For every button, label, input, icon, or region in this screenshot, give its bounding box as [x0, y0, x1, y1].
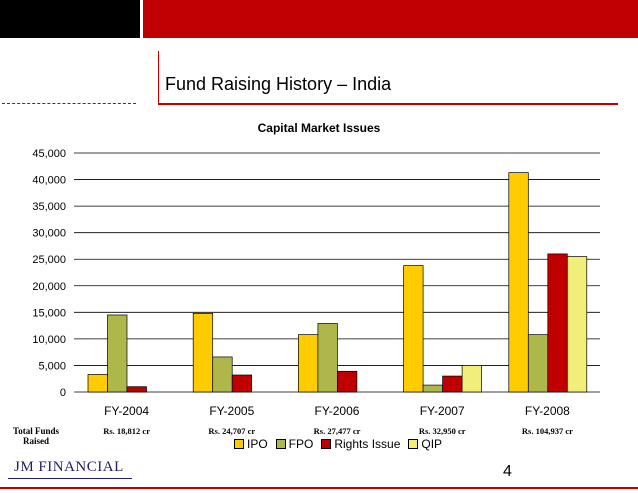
- x-tick-label: FY-2004: [104, 404, 149, 418]
- legend-swatch: [275, 439, 286, 449]
- total-funds-label: Total Funds Raised: [13, 426, 59, 446]
- funds-value: Rs. 104,937 cr: [521, 426, 573, 436]
- legend-item: Rights Issue: [321, 437, 400, 451]
- title-underline: [158, 103, 618, 105]
- bar-ipo: [403, 265, 424, 393]
- legend-item: IPO: [234, 437, 268, 451]
- x-tick-label: FY-2007: [420, 404, 465, 418]
- legend-swatch: [408, 439, 419, 449]
- y-tick-label: 5,000: [38, 360, 66, 372]
- bar-fpo: [527, 334, 549, 393]
- bar-rights-issue: [547, 253, 568, 393]
- y-tick-label: 40,000: [32, 175, 66, 187]
- company-logo: JM FINANCIAL: [14, 459, 124, 475]
- x-tick-label: FY-2006: [315, 404, 360, 418]
- funds-value: Rs. 24,707 cr: [208, 426, 256, 436]
- y-tick-label: 45,000: [32, 148, 66, 160]
- header-black-bar: [0, 0, 140, 38]
- legend-item: QIP: [408, 437, 442, 451]
- legend-swatch: [321, 439, 332, 449]
- bar-fpo: [107, 314, 128, 393]
- bar-rights-issue: [231, 374, 253, 393]
- bar-ipo: [87, 374, 108, 393]
- y-tick-label: 15,000: [32, 307, 66, 319]
- y-tick-label: 25,000: [32, 254, 66, 266]
- funds-value: Rs. 32,950 cr: [418, 426, 466, 436]
- dashed-divider: [2, 103, 136, 104]
- bar-qip: [461, 365, 482, 393]
- funds-value: Rs. 18,812 cr: [103, 426, 150, 436]
- chart-title: Capital Market Issues: [257, 121, 381, 135]
- x-tick-label: FY-2008: [525, 404, 570, 418]
- bar-ipo: [298, 334, 319, 393]
- page-title: Fund Raising History – India: [165, 74, 392, 94]
- page-number: 4: [503, 463, 512, 480]
- legend-label: Rights Issue: [334, 437, 401, 451]
- bar-rights-issue: [126, 386, 147, 393]
- title-frame: [158, 51, 638, 103]
- logo-underline: [8, 478, 132, 479]
- y-tick-label: 10,000: [32, 334, 66, 346]
- footer-red-rule: [0, 487, 638, 489]
- legend-swatch: [234, 439, 244, 449]
- header-red-bar: [143, 0, 638, 38]
- bar-fpo: [212, 356, 233, 393]
- bar-fpo: [422, 384, 443, 393]
- y-tick-label: 20,000: [32, 281, 66, 293]
- legend-label: FPO: [288, 437, 314, 451]
- x-tick-label: FY-2005: [209, 404, 254, 418]
- legend-label: QIP: [421, 437, 443, 451]
- y-tick-label: 35,000: [32, 201, 66, 213]
- bar-qip: [566, 256, 588, 393]
- bar-ipo: [508, 172, 529, 393]
- y-tick-label: 30,000: [32, 228, 66, 240]
- funds-value: Rs. 27,477 cr: [313, 426, 361, 436]
- bar-fpo: [317, 323, 338, 393]
- bar-rights-issue: [442, 375, 463, 393]
- y-tick-label: 0: [60, 387, 66, 399]
- bar-rights-issue: [337, 370, 358, 393]
- chart-legend: IPO FPO Rights Issue QIP: [234, 437, 450, 451]
- bar-ipo: [192, 313, 214, 393]
- legend-item: FPO: [275, 437, 314, 451]
- legend-label: IPO: [247, 437, 268, 451]
